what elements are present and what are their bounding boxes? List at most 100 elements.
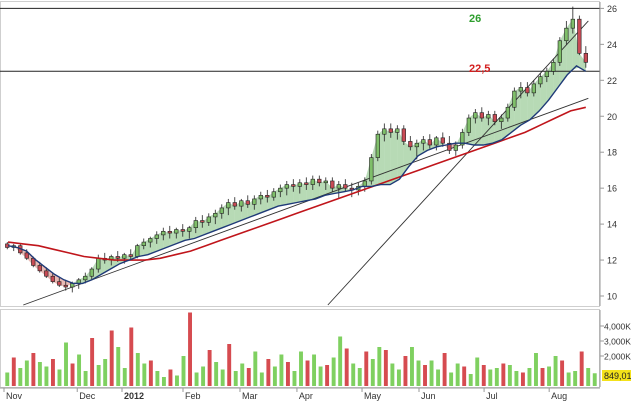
candle — [577, 15, 582, 56]
candle-body — [226, 202, 231, 209]
candle-body — [317, 178, 322, 184]
candle-body — [135, 245, 140, 257]
volume-tick-label: 2,000K — [604, 352, 631, 362]
volume-bar — [90, 338, 95, 386]
volume-bar — [44, 366, 49, 386]
volume-bar — [299, 351, 303, 386]
candle-body — [122, 254, 127, 259]
candle — [486, 110, 491, 126]
volume-bar — [161, 377, 166, 386]
candle — [460, 128, 465, 149]
candle-body — [265, 195, 270, 198]
candle-body — [258, 195, 263, 200]
volume-bar — [364, 351, 369, 386]
volume-bar — [135, 353, 140, 386]
candle-body — [330, 180, 335, 189]
trendlines — [23, 20, 589, 306]
price-tick-label: 14 — [607, 220, 617, 230]
candle — [154, 231, 159, 244]
volume-bar — [520, 372, 525, 386]
candle — [551, 58, 556, 75]
candle — [148, 236, 153, 248]
candle-body — [206, 216, 211, 223]
bullish-fill-segment — [579, 53, 586, 72]
candle-body — [232, 202, 237, 207]
candle — [512, 87, 517, 111]
candle-body — [479, 112, 484, 119]
volume-bar — [214, 362, 219, 386]
candle-body — [362, 180, 367, 187]
volume-bar — [201, 366, 206, 386]
candle — [252, 195, 257, 210]
volume-bar — [64, 342, 68, 386]
candle — [492, 110, 497, 126]
bullish-fill-segment — [104, 256, 112, 273]
candle — [291, 179, 296, 192]
candle-body — [245, 200, 250, 205]
volume-bar — [403, 356, 408, 386]
bullish-fill-segment — [520, 87, 528, 126]
volume-bar — [188, 312, 192, 386]
volume-bar — [442, 353, 447, 386]
volume-bar — [462, 366, 467, 386]
candle-body — [278, 187, 283, 193]
candle-body — [37, 265, 42, 272]
volume-bar — [351, 363, 356, 386]
volume-bar — [390, 363, 395, 386]
candle — [284, 180, 289, 196]
candle — [466, 114, 471, 137]
volume-bar — [527, 368, 532, 386]
candle-body — [525, 87, 530, 94]
candle — [343, 179, 348, 192]
candle — [128, 249, 133, 261]
volume-bar — [586, 368, 591, 386]
volume-bar — [488, 369, 493, 386]
candle-body — [343, 184, 348, 189]
candle-body — [336, 184, 341, 189]
candle — [213, 209, 218, 225]
volume-bar — [553, 356, 558, 386]
time-tick-label: May — [364, 391, 382, 401]
moving-average-fill — [7, 19, 586, 288]
volume-bar — [122, 368, 127, 386]
candle-body — [24, 252, 29, 259]
candle-body — [551, 62, 556, 72]
price-tick-label: 24 — [607, 40, 617, 50]
candle — [57, 278, 62, 288]
volume-bar — [253, 351, 258, 386]
candle — [440, 132, 445, 147]
candle — [206, 213, 211, 226]
candle-body — [538, 76, 543, 85]
time-tick-label: Feb — [185, 391, 201, 401]
candle-body — [213, 213, 218, 218]
volume-panel — [0, 309, 600, 388]
time-tick-label: Jun — [421, 391, 436, 401]
volume-bar — [11, 357, 16, 386]
volume-bar — [142, 363, 147, 386]
candle-body — [187, 227, 192, 232]
candle-body — [271, 191, 276, 198]
volume-bar — [96, 365, 101, 386]
volume-bar — [331, 357, 336, 386]
volume-bar — [24, 360, 29, 386]
candle-body — [440, 137, 445, 144]
candle-body — [115, 256, 120, 259]
volume-bar — [481, 365, 486, 386]
candle — [258, 191, 263, 205]
time-tick-label: Jul — [486, 391, 498, 401]
volume-bar — [116, 347, 121, 386]
candle — [323, 177, 328, 190]
bullish-fill-segment — [325, 180, 333, 196]
candle — [557, 37, 562, 66]
candle-body — [304, 182, 309, 185]
candle-body — [89, 268, 94, 277]
volume-bar — [148, 360, 153, 386]
candle — [518, 82, 523, 99]
volume-bar — [31, 353, 36, 386]
candle-body — [148, 238, 153, 243]
candle-body — [577, 18, 582, 54]
candle-body — [414, 142, 419, 148]
volume-bar — [494, 368, 499, 386]
volume-bar — [292, 371, 297, 386]
